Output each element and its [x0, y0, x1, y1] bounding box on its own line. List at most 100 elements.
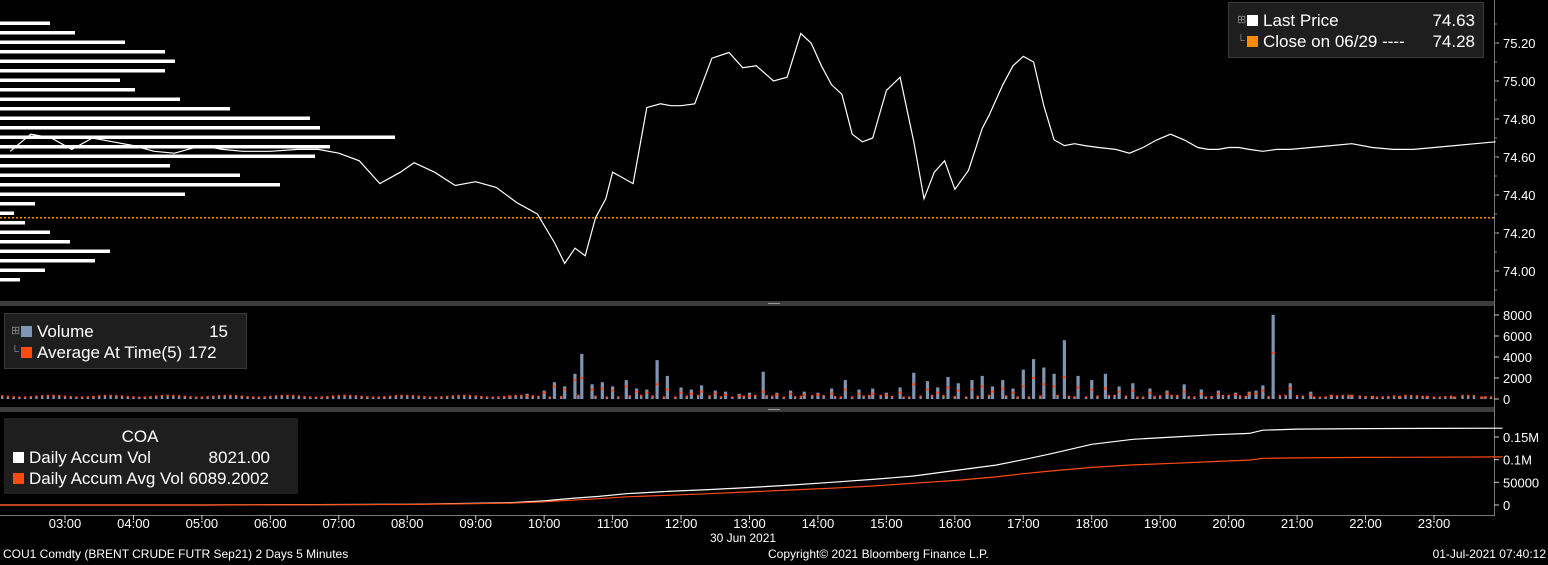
- volume-bar: [1238, 396, 1242, 399]
- average-marker: [1247, 392, 1251, 395]
- average-marker: [1, 395, 4, 397]
- average-marker: [503, 395, 506, 398]
- volume-bar: [1031, 359, 1036, 399]
- volume-bar: [531, 396, 534, 399]
- average-marker: [360, 395, 363, 398]
- legend-row-close[interactable]: └ Close on 06/29 ---- 74.28: [1237, 31, 1483, 52]
- average-marker: [451, 395, 455, 397]
- volume-bar: [411, 396, 415, 399]
- volume-bar: [862, 396, 865, 399]
- volume-bar: [177, 396, 181, 399]
- volume-bar: [965, 397, 968, 399]
- accum-vol-value: 8021.00: [208, 448, 270, 467]
- volume-bar: [194, 397, 198, 399]
- legend-row-accum-avg[interactable]: Daily Accum Avg Vol 6089.2002: [13, 468, 297, 489]
- average-marker: [902, 396, 905, 399]
- legend-row-volume[interactable]: ⊞ Volume 15: [11, 321, 246, 342]
- average-marker: [1141, 396, 1145, 399]
- volume-bar: [930, 395, 934, 399]
- volume-bar: [1216, 390, 1220, 399]
- volume-bar: [1295, 396, 1299, 399]
- average-marker: [639, 394, 643, 397]
- average-marker: [742, 395, 745, 398]
- accum-legend[interactable]: COA Daily Accum Vol 8021.00 Daily Accum …: [4, 418, 298, 494]
- average-marker: [552, 385, 557, 388]
- average-marker: [320, 396, 323, 398]
- average-label: Average At Time(5): [37, 343, 183, 362]
- volume-bar: [206, 397, 209, 399]
- average-marker: [822, 394, 825, 397]
- tree-expand-icon[interactable]: ⊞: [1237, 14, 1247, 26]
- average-marker: [560, 396, 563, 398]
- volume-bar: [987, 395, 991, 399]
- average-marker: [269, 395, 272, 398]
- volume-legend[interactable]: ⊞ Volume 15 └ Average At Time(5) 172: [4, 313, 247, 369]
- profile-bar: [0, 173, 240, 177]
- volume-bar: [286, 395, 289, 399]
- profile-bar: [0, 192, 185, 196]
- average-marker: [463, 394, 466, 397]
- volume-bar: [1381, 397, 1384, 399]
- volume-bar: [645, 389, 649, 399]
- volume-bar: [1350, 394, 1354, 399]
- average-marker: [1267, 396, 1270, 398]
- average-marker: [1244, 395, 1247, 398]
- volume-bar: [120, 396, 124, 399]
- average-marker: [1210, 395, 1213, 398]
- average-marker: [194, 396, 198, 399]
- average-marker: [605, 396, 609, 399]
- footer-timestamp: 01-Jul-2021 07:40:12: [1432, 547, 1546, 561]
- volume-bar: [451, 396, 455, 399]
- panel-divider-top[interactable]: [0, 301, 1495, 306]
- time-tick-label: 14:00: [802, 516, 835, 531]
- profile-bar: [0, 249, 110, 253]
- legend-row-accum-vol[interactable]: Daily Accum Vol 8021.00: [13, 447, 297, 468]
- average-marker: [1216, 392, 1220, 395]
- volume-bar: [1016, 397, 1019, 399]
- volume-bar: [40, 396, 44, 399]
- tree-expand-icon[interactable]: ⊞: [11, 325, 21, 337]
- volume-bar: [1254, 390, 1258, 399]
- volume-bar: [52, 395, 55, 399]
- volume-bar: [1313, 397, 1316, 399]
- accum-tick-label: 0.1M: [1503, 453, 1532, 468]
- average-marker: [843, 388, 847, 391]
- legend-row-average[interactable]: └ Average At Time(5) 172: [11, 342, 246, 363]
- volume-bar: [1247, 391, 1251, 399]
- average-marker: [723, 393, 728, 396]
- volume-bar: [1301, 396, 1305, 399]
- average-marker: [573, 379, 577, 382]
- time-tick-label: 11:00: [597, 516, 629, 531]
- average-marker: [474, 395, 477, 397]
- legend-row-last-price[interactable]: ⊞ Last Price 74.63: [1237, 10, 1483, 31]
- volume-bar: [1067, 396, 1071, 399]
- profile-bar: [0, 31, 75, 35]
- panel-divider-bottom[interactable]: [0, 407, 1495, 412]
- volume-bar: [624, 380, 628, 399]
- volume-bar: [1221, 395, 1225, 399]
- average-marker: [274, 395, 278, 397]
- average-marker: [689, 392, 693, 395]
- profile-bar: [0, 183, 280, 187]
- average-marker: [23, 396, 27, 399]
- time-tick-label: 23:00: [1418, 516, 1451, 531]
- volume-bar: [1062, 340, 1066, 399]
- volume-bar: [514, 395, 517, 399]
- average-marker: [577, 394, 580, 397]
- price-legend[interactable]: ⊞ Last Price 74.63 └ Close on 06/29 ----…: [1228, 2, 1484, 58]
- average-marker: [788, 392, 793, 395]
- average-marker: [468, 394, 472, 397]
- average-marker: [765, 395, 768, 397]
- volume-bar: [1042, 367, 1046, 399]
- average-marker: [980, 385, 984, 388]
- volume-bar: [217, 396, 221, 399]
- volume-bar: [552, 382, 557, 399]
- average-marker: [326, 395, 329, 398]
- average-marker: [132, 396, 135, 398]
- volume-bar: [600, 382, 604, 399]
- average-marker: [217, 395, 221, 397]
- profile-bar: [0, 50, 165, 54]
- average-marker: [86, 396, 90, 398]
- volume-bar: [742, 396, 745, 399]
- average-marker: [1199, 392, 1203, 395]
